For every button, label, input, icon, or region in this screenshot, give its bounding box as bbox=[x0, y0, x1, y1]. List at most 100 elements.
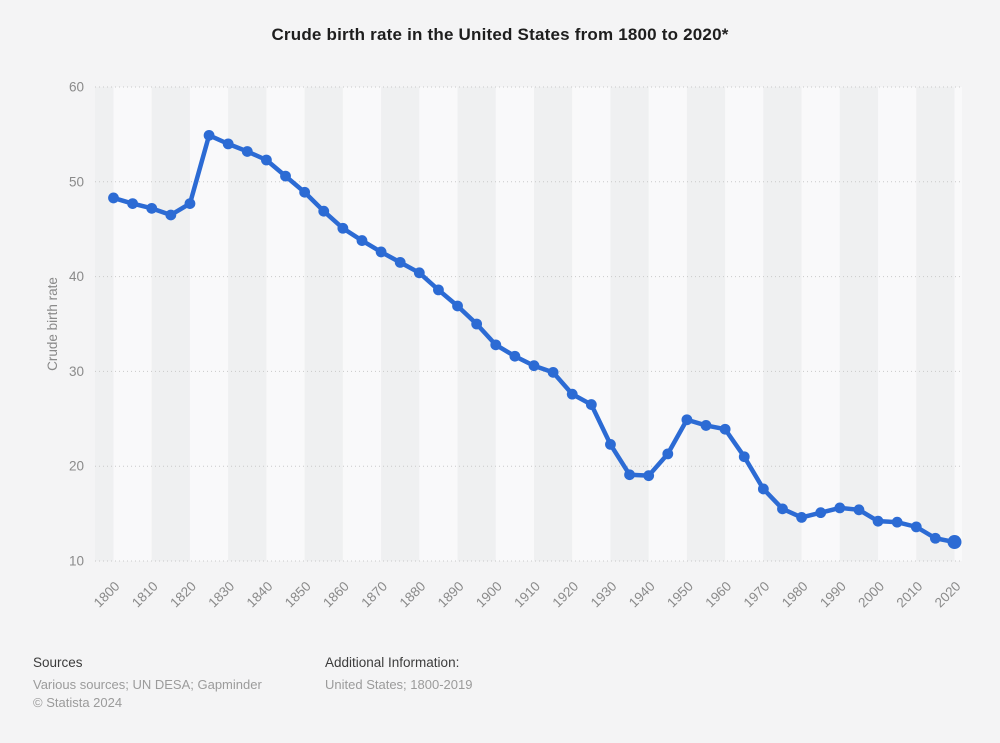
data-point[interactable] bbox=[433, 284, 444, 296]
chart-title: Crude birth rate in the United States fr… bbox=[271, 25, 729, 44]
plot-band bbox=[189, 87, 229, 561]
plot-band bbox=[954, 87, 962, 561]
x-tick-label: 1920 bbox=[549, 579, 581, 611]
data-point[interactable] bbox=[337, 222, 349, 234]
data-point[interactable] bbox=[184, 198, 196, 210]
plot-band bbox=[495, 87, 534, 561]
data-point[interactable] bbox=[872, 515, 884, 527]
y-tick-label: 50 bbox=[69, 174, 84, 189]
data-point[interactable] bbox=[891, 516, 903, 528]
x-tick-label: 1840 bbox=[244, 579, 276, 611]
data-point[interactable] bbox=[624, 469, 635, 481]
copyright-text: © Statista 2024 bbox=[33, 695, 123, 710]
x-tick-label: 1880 bbox=[397, 579, 429, 611]
additional-info-label: Additional Information: bbox=[325, 655, 460, 670]
y-tick-label: 30 bbox=[69, 364, 84, 379]
data-point[interactable] bbox=[509, 350, 521, 362]
additional-info-text: United States; 1800-2019 bbox=[325, 677, 473, 692]
x-tick-label: 1900 bbox=[473, 579, 505, 611]
plot-band bbox=[686, 87, 726, 561]
x-tick-label: 1960 bbox=[702, 579, 734, 611]
data-point[interactable] bbox=[605, 438, 616, 450]
plot-band bbox=[534, 87, 573, 561]
data-point[interactable] bbox=[547, 366, 559, 378]
data-point[interactable] bbox=[280, 170, 291, 182]
plot-band bbox=[419, 87, 458, 561]
data-point[interactable] bbox=[662, 448, 674, 460]
data-point[interactable] bbox=[757, 483, 769, 495]
y-tick-label: 60 bbox=[69, 80, 84, 95]
data-point[interactable] bbox=[452, 300, 463, 312]
x-tick-label: 2020 bbox=[932, 579, 964, 611]
plot-band bbox=[801, 87, 840, 561]
sources-text: Various sources; UN DESA; Gapminder bbox=[33, 677, 262, 692]
plot-band bbox=[878, 87, 917, 561]
plot-band bbox=[763, 87, 802, 561]
data-point[interactable] bbox=[681, 414, 693, 426]
data-point[interactable] bbox=[929, 532, 941, 544]
y-tick-label: 10 bbox=[69, 554, 84, 569]
plot-band bbox=[304, 87, 343, 561]
data-point[interactable] bbox=[585, 399, 597, 410]
sources-label: Sources bbox=[33, 655, 83, 670]
data-point[interactable] bbox=[146, 202, 158, 214]
plot-band bbox=[725, 87, 764, 561]
x-tick-label: 2000 bbox=[855, 579, 887, 611]
data-point[interactable] bbox=[490, 339, 502, 351]
data-point[interactable] bbox=[108, 192, 119, 204]
x-tick-label: 1970 bbox=[741, 579, 773, 611]
plot-band bbox=[572, 87, 611, 561]
x-tick-label: 1820 bbox=[167, 579, 199, 611]
plot-band bbox=[610, 87, 649, 561]
x-tick-label: 1870 bbox=[358, 579, 390, 611]
plot-band bbox=[342, 87, 382, 561]
data-point[interactable] bbox=[834, 502, 846, 514]
data-point[interactable] bbox=[318, 205, 330, 217]
sources-block: Sources Various sources; UN DESA; Gapmin… bbox=[33, 655, 262, 712]
data-point[interactable] bbox=[375, 246, 387, 258]
data-point[interactable] bbox=[165, 209, 177, 221]
plot-band bbox=[916, 87, 955, 561]
data-point[interactable] bbox=[413, 267, 425, 279]
data-point[interactable] bbox=[643, 470, 655, 482]
data-point[interactable] bbox=[796, 511, 807, 523]
chart-canvas: 10 20 30 40 50 60 1800 1810 1820 1830 1840 1850 1860… bbox=[45, 80, 964, 611]
x-tick-label: 1980 bbox=[779, 579, 811, 611]
x-tick-label: 2010 bbox=[894, 579, 926, 611]
data-point[interactable] bbox=[203, 129, 215, 141]
x-tick-label: 1850 bbox=[282, 579, 314, 611]
data-point[interactable] bbox=[261, 154, 272, 166]
data-point[interactable] bbox=[853, 504, 865, 516]
x-tick-label: 1930 bbox=[588, 579, 620, 611]
x-tick-label: 1810 bbox=[129, 579, 161, 611]
data-point[interactable] bbox=[471, 318, 483, 330]
x-tick-label: 1950 bbox=[664, 579, 696, 611]
data-point[interactable] bbox=[700, 420, 712, 431]
plot-band bbox=[648, 87, 687, 561]
data-point[interactable] bbox=[127, 198, 139, 210]
data-point[interactable] bbox=[299, 186, 311, 198]
data-point[interactable] bbox=[738, 451, 750, 463]
data-point[interactable] bbox=[394, 256, 406, 268]
x-tick-label: 1830 bbox=[205, 579, 237, 611]
x-tick-label: 1940 bbox=[626, 579, 658, 611]
data-point[interactable] bbox=[356, 235, 368, 246]
data-point[interactable] bbox=[528, 360, 540, 372]
data-point[interactable] bbox=[566, 388, 578, 400]
x-tick-label: 1800 bbox=[91, 579, 123, 611]
y-tick-label: 40 bbox=[69, 269, 84, 284]
data-point[interactable] bbox=[777, 503, 788, 515]
data-point[interactable] bbox=[910, 521, 922, 533]
additional-info-block: Additional Information: United States; 1… bbox=[325, 655, 472, 694]
plot-band bbox=[151, 87, 190, 561]
data-point[interactable] bbox=[222, 138, 234, 150]
data-point[interactable] bbox=[815, 507, 827, 519]
plot-band bbox=[381, 87, 420, 561]
data-point[interactable] bbox=[947, 535, 962, 550]
y-axis-title: Crude birth rate bbox=[45, 277, 60, 371]
data-point[interactable] bbox=[241, 146, 253, 157]
x-tick-label: 1910 bbox=[511, 579, 543, 611]
data-point[interactable] bbox=[719, 423, 731, 435]
plot-band bbox=[839, 87, 879, 561]
